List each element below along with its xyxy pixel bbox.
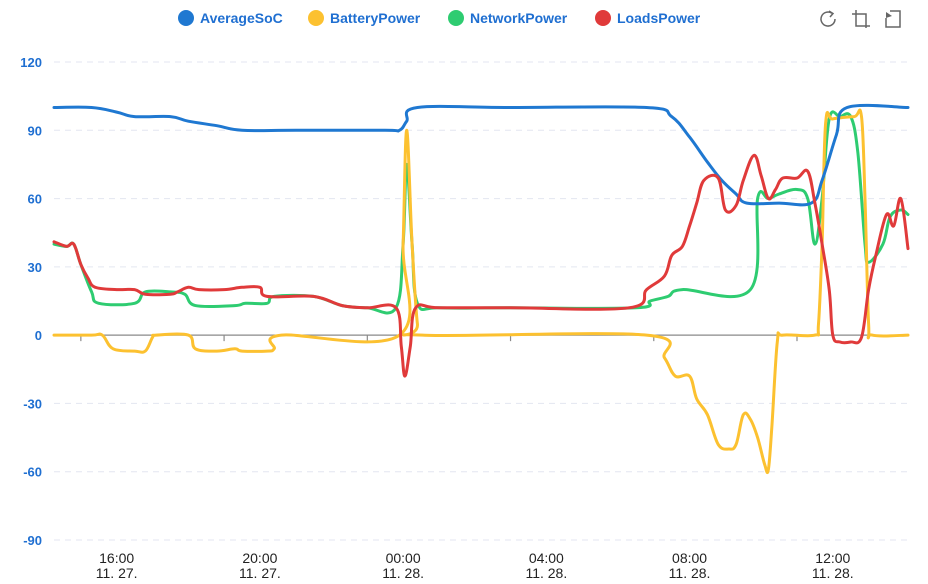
x-tick-date: 11. 27.: [239, 565, 281, 581]
y-tick-label: -60: [23, 465, 42, 480]
x-tick-time: 00:00: [386, 550, 421, 566]
y-tick-label: 30: [28, 260, 42, 275]
x-tick-time: 20:00: [242, 550, 277, 566]
x-tick-date: 11. 28.: [382, 565, 424, 581]
x-tick-time: 04:00: [529, 550, 564, 566]
legend-label-averagesoc: AverageSoC: [200, 10, 283, 26]
legend-label-loadspower: LoadsPower: [617, 10, 701, 26]
y-tick-label: 90: [28, 123, 42, 138]
zoom-reset-icon[interactable]: [883, 9, 903, 29]
legend-marker-networkpower: [448, 10, 464, 26]
refresh-icon[interactable]: [818, 9, 838, 29]
y-tick-label: -90: [23, 533, 42, 548]
legend: AverageSoC BatteryPower NetworkPower Loa…: [178, 10, 701, 26]
grid-lines: [54, 61, 908, 541]
x-tick-date: 11. 27.: [96, 565, 138, 581]
x-tick-time: 16:00: [99, 550, 134, 566]
legend-item-networkpower[interactable]: NetworkPower: [448, 10, 568, 26]
legend-label-networkpower: NetworkPower: [470, 10, 568, 26]
y-tick-label: 0: [35, 328, 42, 343]
legend-marker-loadspower: [595, 10, 611, 26]
zoom-area-icon[interactable]: [851, 9, 871, 29]
series-line-networkpower: [52, 110, 910, 315]
y-tick-label: 60: [28, 192, 42, 207]
x-tick-time: 12:00: [815, 550, 850, 566]
legend-item-loadspower[interactable]: LoadsPower: [595, 10, 701, 26]
x-tick-date: 11. 28.: [525, 565, 567, 581]
x-tick-time: 08:00: [672, 550, 707, 566]
x-tick-date: 11. 28.: [812, 565, 854, 581]
y-tick-label: 120: [20, 55, 42, 70]
legend-item-averagesoc[interactable]: AverageSoC: [178, 10, 283, 26]
series-line-averagesoc: [52, 103, 910, 207]
legend-marker-batterypower: [308, 10, 324, 26]
legend-label-batterypower: BatteryPower: [330, 10, 421, 26]
legend-marker-averagesoc: [178, 10, 194, 26]
series-line-loadspower: [52, 153, 910, 378]
series-lines: [52, 103, 910, 475]
legend-item-batterypower[interactable]: BatteryPower: [308, 10, 421, 26]
y-axis: -90 -60 -30 0 30 60 90 120: [20, 55, 42, 548]
x-tick-date: 11. 28.: [669, 565, 711, 581]
toolbox: [818, 9, 903, 29]
y-tick-label: -30: [23, 396, 42, 411]
